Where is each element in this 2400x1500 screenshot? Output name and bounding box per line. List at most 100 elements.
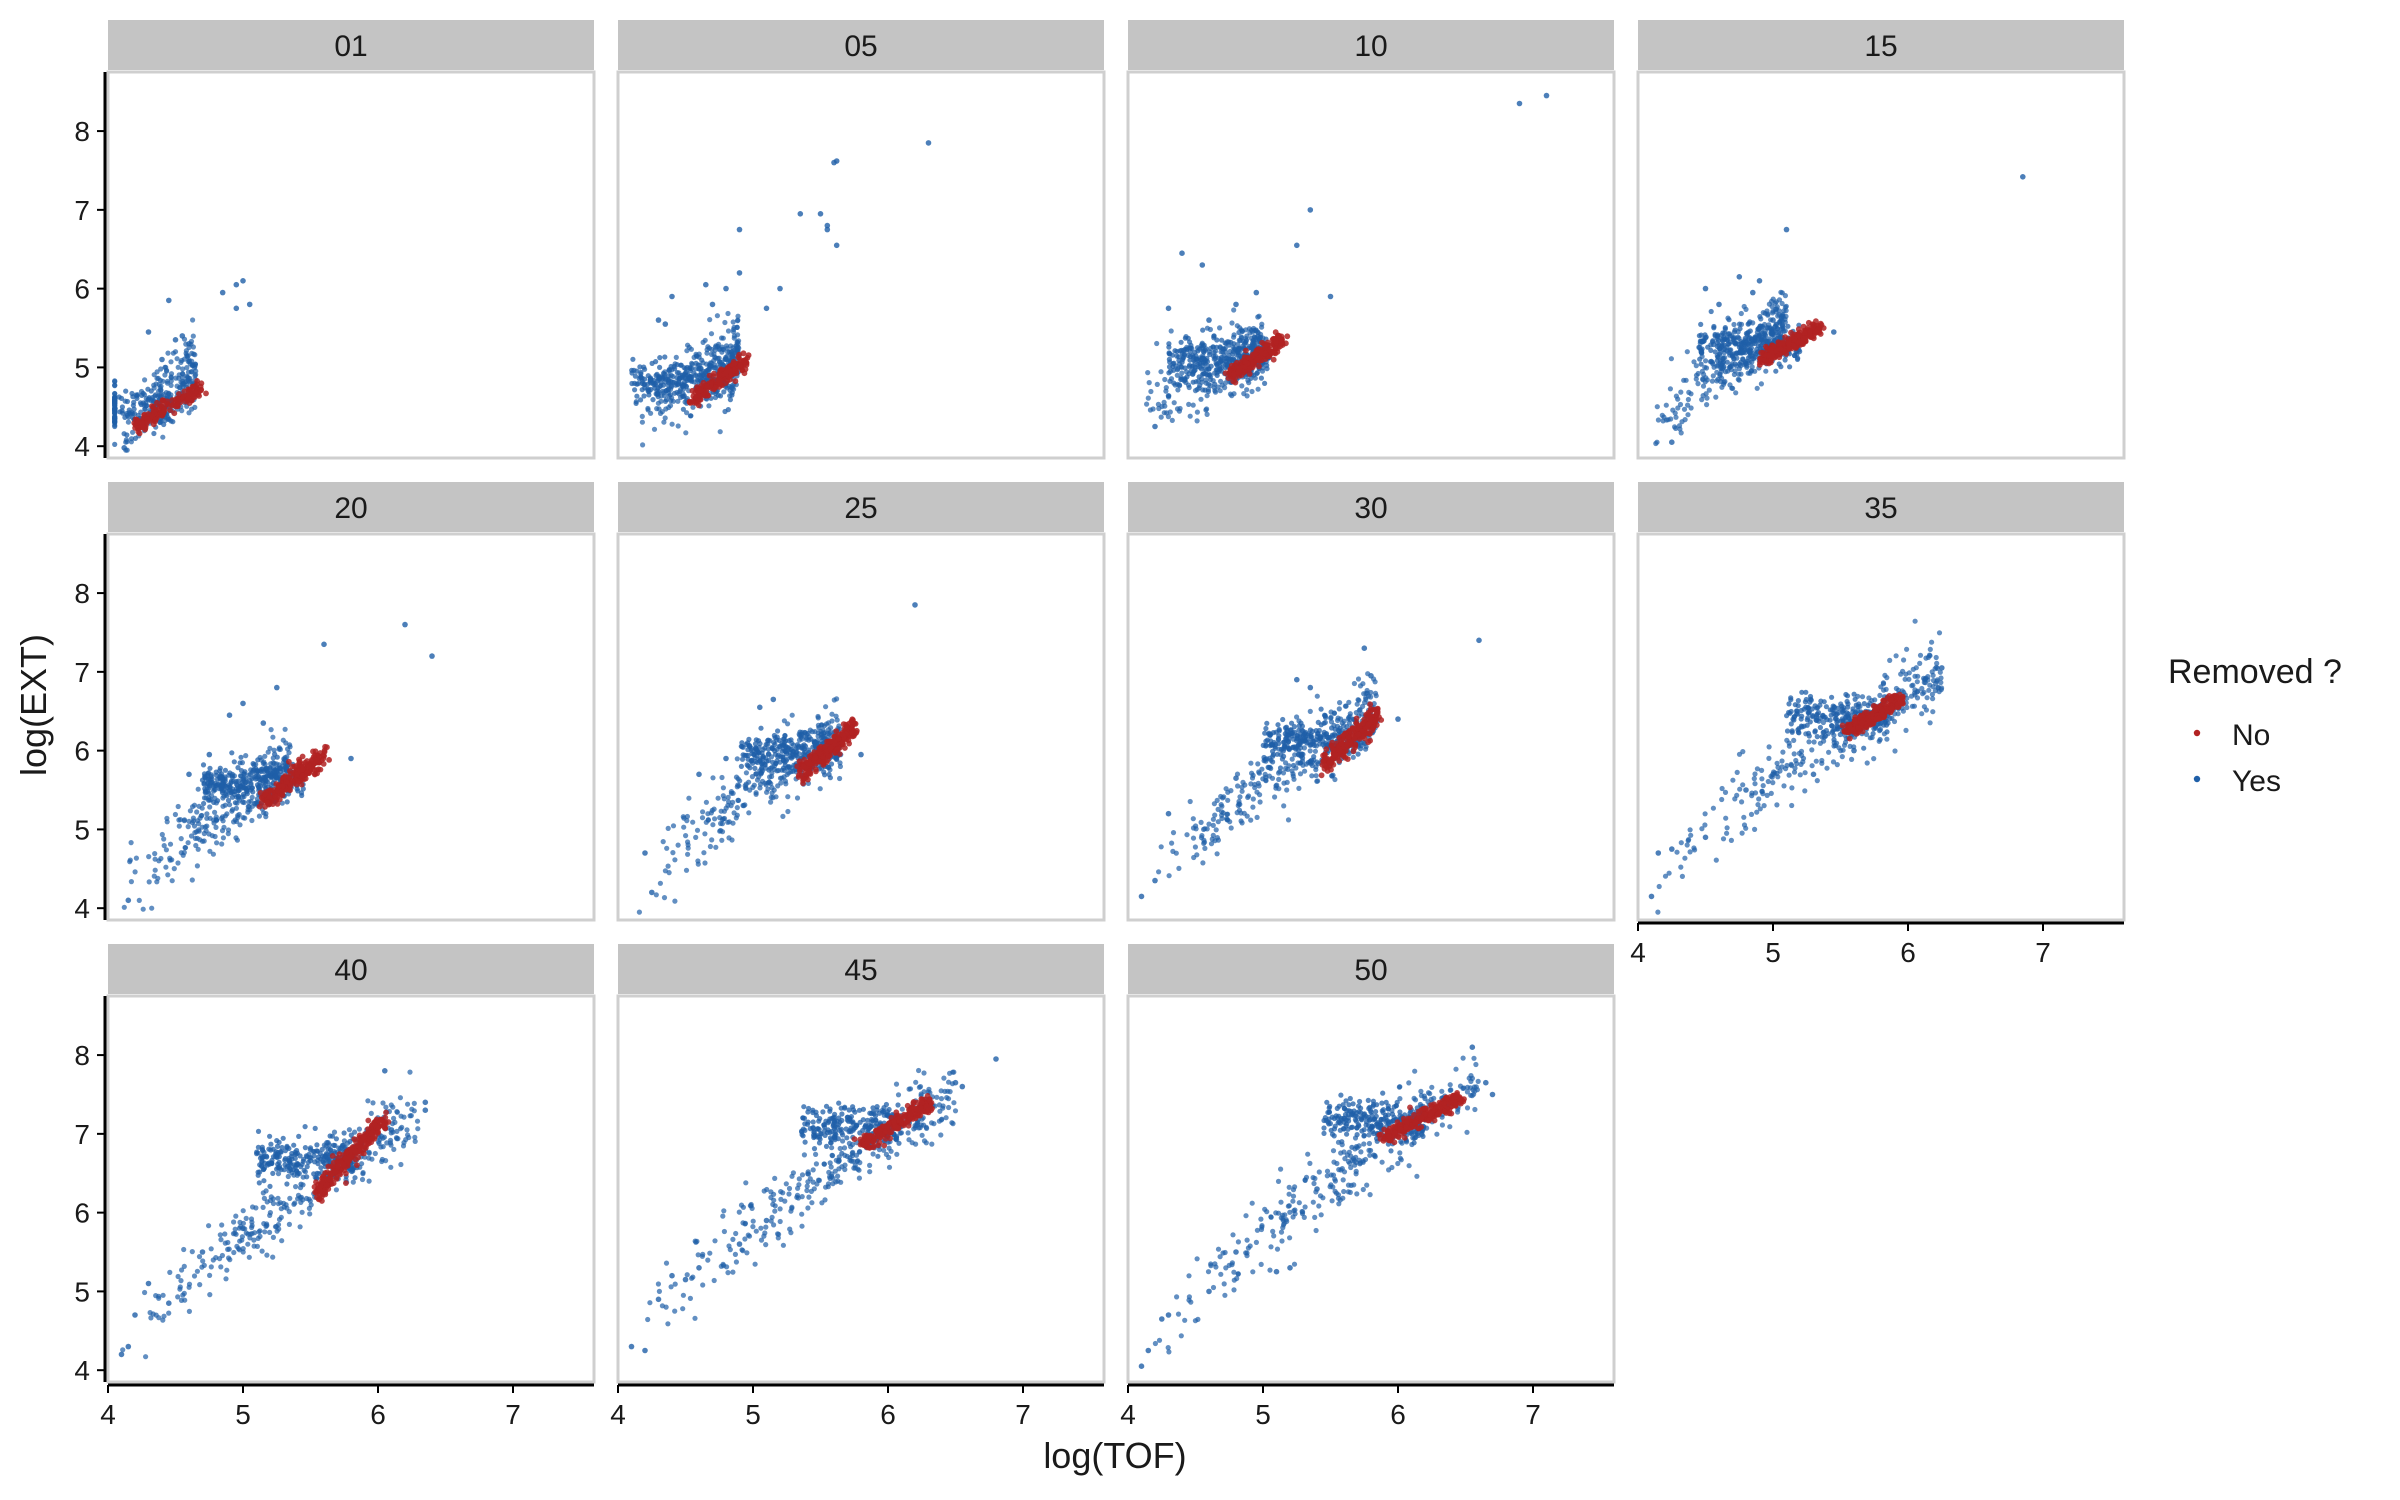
point-yes xyxy=(112,398,118,404)
point-yes xyxy=(119,404,125,410)
point-yes xyxy=(1758,381,1764,387)
point-yes xyxy=(1263,774,1269,780)
point-yes xyxy=(735,317,741,323)
point-yes xyxy=(790,753,796,760)
point-yes xyxy=(1757,314,1763,320)
point-yes xyxy=(1218,356,1224,362)
point-yes xyxy=(1225,789,1231,795)
point-no xyxy=(140,424,147,430)
point-yes xyxy=(1199,833,1205,839)
point-yes xyxy=(238,754,244,760)
point-yes xyxy=(149,905,155,911)
point-yes xyxy=(1167,378,1173,384)
point-yes xyxy=(158,387,164,394)
point-yes-outlier xyxy=(206,751,213,758)
point-yes-outlier xyxy=(2020,174,2026,180)
point-yes xyxy=(768,799,774,805)
point-yes xyxy=(1294,714,1300,720)
point-yes xyxy=(159,831,165,838)
point-yes-outlier xyxy=(233,305,240,312)
point-yes xyxy=(1254,370,1260,377)
point-yes xyxy=(1250,804,1256,810)
point-yes xyxy=(729,390,735,396)
point-yes xyxy=(128,840,134,846)
point-yes xyxy=(201,800,207,807)
point-yes-outlier xyxy=(709,301,716,308)
point-yes xyxy=(1328,709,1334,715)
point-yes xyxy=(722,319,728,326)
point-yes xyxy=(131,399,137,405)
point-yes xyxy=(1202,845,1208,852)
point-yes xyxy=(1225,811,1231,817)
point-yes xyxy=(1336,706,1342,712)
point-yes xyxy=(124,398,130,405)
panel-15: 15 xyxy=(1636,20,2126,460)
point-yes-outlier xyxy=(824,226,831,233)
point-yes xyxy=(156,858,162,864)
point-yes-outlier xyxy=(321,641,327,648)
point-yes xyxy=(1229,320,1235,326)
point-yes-outlier xyxy=(858,751,864,758)
point-yes-outlier xyxy=(1294,242,1300,249)
point-no xyxy=(1809,321,1816,328)
point-yes xyxy=(746,810,752,816)
point-yes xyxy=(1260,742,1266,749)
point-yes xyxy=(651,426,658,432)
point-yes xyxy=(708,331,715,337)
point-yes xyxy=(1274,782,1280,788)
point-yes xyxy=(786,738,792,744)
point-no xyxy=(1768,357,1774,363)
point-yes-outlier xyxy=(402,621,408,628)
point-yes xyxy=(256,813,262,819)
point-yes xyxy=(1756,325,1762,331)
point-yes xyxy=(1197,382,1203,389)
point-yes xyxy=(754,753,760,759)
point-yes xyxy=(1254,814,1260,821)
point-yes xyxy=(165,350,171,356)
point-yes xyxy=(112,378,118,384)
point-yes xyxy=(1186,362,1193,368)
point-yes xyxy=(665,863,671,869)
point-yes xyxy=(179,408,185,414)
point-yes xyxy=(186,410,192,416)
point-yes xyxy=(657,384,663,390)
point-yes xyxy=(718,808,724,814)
point-yes xyxy=(193,368,199,374)
point-yes xyxy=(1737,361,1743,367)
point-yes-outlier xyxy=(1152,423,1158,430)
point-yes xyxy=(1685,396,1691,403)
point-no xyxy=(175,395,181,402)
point-yes-outlier xyxy=(757,704,763,711)
point-yes xyxy=(702,860,708,866)
point-yes xyxy=(1275,722,1281,728)
panel-20: 20 xyxy=(106,482,596,922)
point-yes xyxy=(1169,840,1175,846)
point-yes xyxy=(1347,717,1353,723)
point-yes xyxy=(135,412,141,418)
point-yes xyxy=(1187,345,1193,351)
point-yes xyxy=(250,767,256,774)
point-yes xyxy=(1337,700,1343,706)
point-yes xyxy=(1186,371,1192,377)
point-yes xyxy=(1250,329,1256,335)
point-yes xyxy=(1677,401,1684,408)
point-yes xyxy=(1237,801,1243,808)
point-yes xyxy=(699,815,706,821)
point-yes xyxy=(178,359,184,365)
point-yes xyxy=(1718,365,1724,371)
point-yes xyxy=(1660,418,1666,424)
point-yes xyxy=(1776,312,1782,318)
point-yes xyxy=(1673,425,1679,431)
point-yes xyxy=(1238,818,1244,824)
point-yes xyxy=(1210,816,1216,822)
point-yes-outlier xyxy=(797,211,804,217)
point-yes xyxy=(238,768,245,774)
point-yes xyxy=(235,813,241,819)
point-yes xyxy=(1285,817,1292,823)
point-yes xyxy=(1356,707,1362,713)
point-yes xyxy=(827,775,834,781)
point-yes xyxy=(693,360,699,366)
point-yes xyxy=(1663,402,1669,408)
point-yes xyxy=(657,364,663,370)
point-yes xyxy=(1217,325,1223,331)
